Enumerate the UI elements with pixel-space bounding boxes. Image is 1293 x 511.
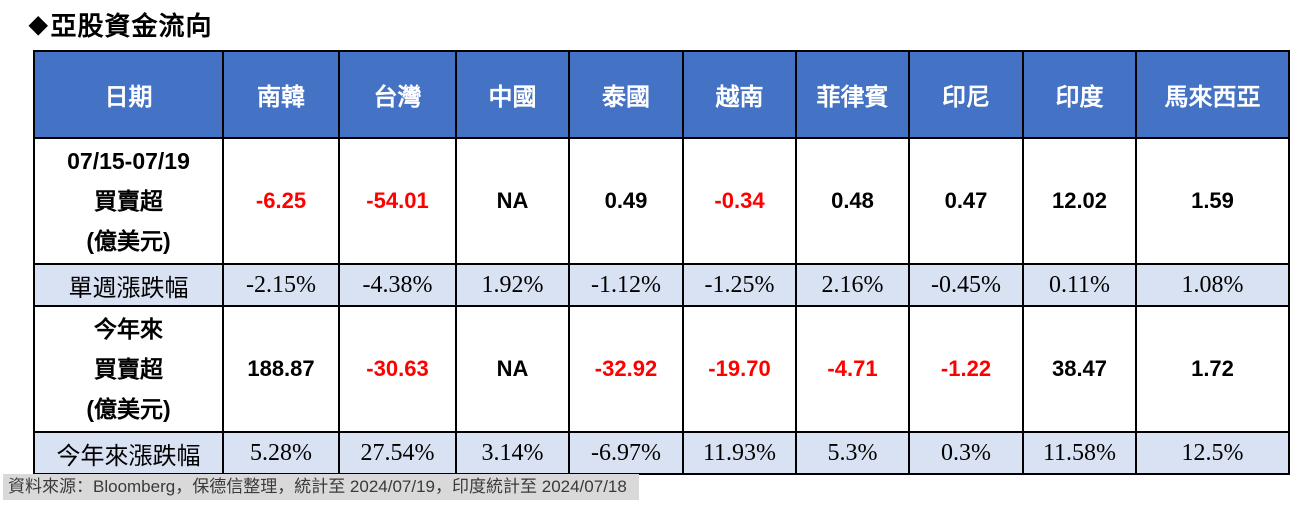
data-cell: 1.92% [455,263,570,307]
row-label-line: 買賣超 [94,188,163,214]
data-cell: -4.71 [795,305,910,433]
data-cell: 1.08% [1135,263,1290,307]
data-cell: 188.87 [222,305,340,433]
row-label-line: 買賣超 [94,356,163,382]
row-label-line: 今年來 [94,316,163,342]
row-label-line: (億美元) [86,228,171,254]
data-cell: -4.38% [338,263,457,307]
data-cell: 5.3% [795,431,910,475]
row-label-ytd-flow: 今年來 買賣超 (億美元) [33,305,224,433]
data-cell: -1.12% [568,263,684,307]
row-label-line: 07/15-07/19 [67,148,190,174]
header-cell-china: 中國 [455,50,570,139]
ytd-change-row: 今年來漲跌幅 5.28% 27.54% 3.14% -6.97% 11.93% … [33,431,1290,475]
ytd-flow-row: 今年來 買賣超 (億美元) 188.87 -30.63 NA -32.92 -1… [33,305,1290,433]
data-cell: -6.25 [222,137,340,265]
header-cell-south-korea: 南韓 [222,50,340,139]
header-cell-india: 印度 [1022,50,1137,139]
data-cell: -54.01 [338,137,457,265]
data-cell: -0.45% [908,263,1024,307]
data-cell: 2.16% [795,263,910,307]
data-cell: 3.14% [455,431,570,475]
asia-fund-flow-table: 日期 南韓 台灣 中國 泰國 越南 菲律賓 印尼 印度 馬來西亞 07/15-0… [33,50,1290,475]
data-cell: -2.15% [222,263,340,307]
source-note: 資料來源：Bloomberg，保德信整理，統計至 2024/07/19，印度統計… [3,474,639,500]
data-cell: 11.93% [682,431,797,475]
data-cell: -32.92 [568,305,684,433]
row-label-ytd-change: 今年來漲跌幅 [33,431,224,475]
data-cell: 12.02 [1022,137,1137,265]
data-cell: 11.58% [1022,431,1137,475]
header-cell-malaysia: 馬來西亞 [1135,50,1290,139]
data-cell: 1.72 [1135,305,1290,433]
data-cell: 0.3% [908,431,1024,475]
row-label-weekly-change: 單週漲跌幅 [33,263,224,307]
data-cell: 0.47 [908,137,1024,265]
header-cell-date: 日期 [33,50,224,139]
data-cell: -1.22 [908,305,1024,433]
page-title-text: 亞股資金流向 [50,11,213,41]
data-cell: 12.5% [1135,431,1290,475]
data-cell: NA [455,305,570,433]
header-cell-indonesia: 印尼 [908,50,1024,139]
header-cell-thailand: 泰國 [568,50,684,139]
header-row: 日期 南韓 台灣 中國 泰國 越南 菲律賓 印尼 印度 馬來西亞 [33,50,1290,139]
row-label-weekly-flow: 07/15-07/19 買賣超 (億美元) [33,137,224,265]
data-cell: 5.28% [222,431,340,475]
data-cell: 0.48 [795,137,910,265]
data-cell: -0.34 [682,137,797,265]
data-cell: 1.59 [1135,137,1290,265]
data-cell: NA [455,137,570,265]
data-cell: -6.97% [568,431,684,475]
data-cell: -30.63 [338,305,457,433]
diamond-bullet-icon: ◆ [29,11,49,38]
data-cell: 38.47 [1022,305,1137,433]
data-cell: 0.49 [568,137,684,265]
page-title: ◆ 亞股資金流向 [29,6,212,43]
header-cell-vietnam: 越南 [682,50,797,139]
data-cell: -19.70 [682,305,797,433]
weekly-flow-row: 07/15-07/19 買賣超 (億美元) -6.25 -54.01 NA 0.… [33,137,1290,265]
data-cell: 27.54% [338,431,457,475]
data-cell: -1.25% [682,263,797,307]
header-cell-taiwan: 台灣 [338,50,457,139]
data-cell: 0.11% [1022,263,1137,307]
weekly-change-row: 單週漲跌幅 -2.15% -4.38% 1.92% -1.12% -1.25% … [33,263,1290,307]
header-cell-philippines: 菲律賓 [795,50,910,139]
row-label-line: (億美元) [86,396,171,422]
